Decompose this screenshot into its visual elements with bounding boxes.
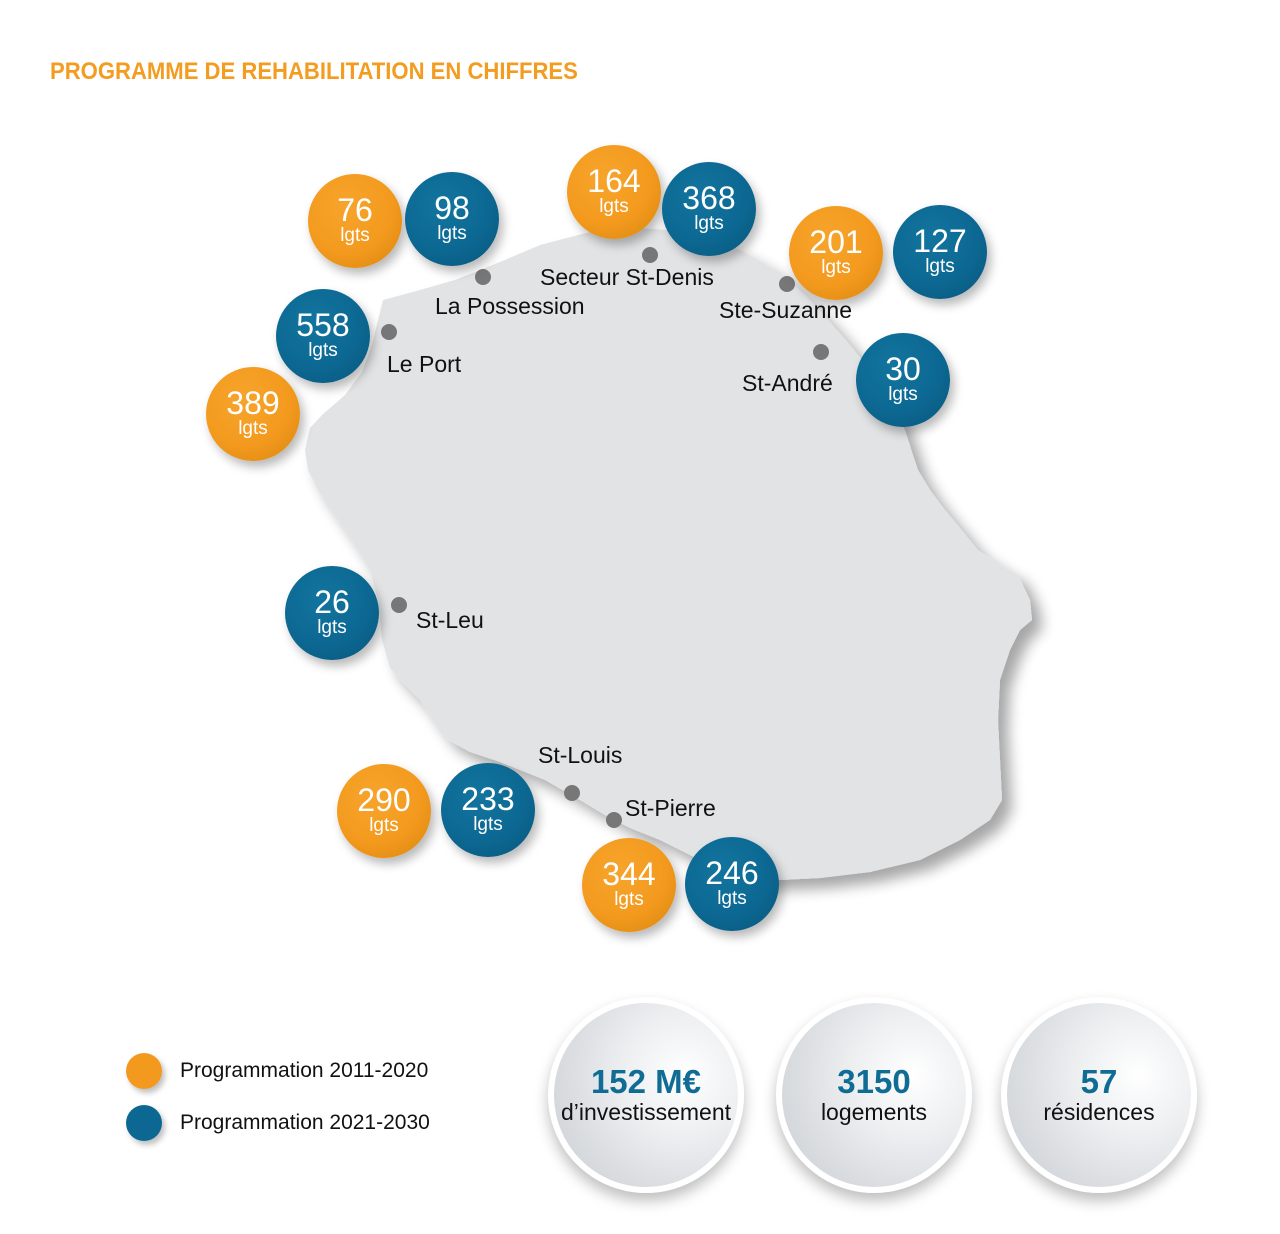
location-dot-ste-suzanne[interactable] <box>779 276 795 292</box>
bubble-value: 98 <box>434 190 470 226</box>
bubble-unit: lgts <box>308 340 338 361</box>
bubble-value: 344 <box>602 856 656 892</box>
bubble-unit: lgts <box>694 213 724 234</box>
bubble-value: 201 <box>809 224 863 260</box>
legend-item-2021-2030: Programmation 2021-2030 <box>126 1105 430 1141</box>
bubble-unit: lgts <box>614 889 644 910</box>
location-dot-st-denis[interactable] <box>642 247 658 263</box>
place-label-le-port: Le Port <box>387 351 462 377</box>
bubble-le-port-2021-2030[interactable]: 558 lgts <box>276 289 370 383</box>
bubble-unit: lgts <box>925 256 955 277</box>
bubble-value: 30 <box>885 351 921 387</box>
stat-investment: 152 M€ d’investissement <box>548 997 744 1193</box>
bubble-value: 290 <box>357 782 411 818</box>
stat-label: logements <box>820 1099 928 1125</box>
place-label-st-andre: St-André <box>742 370 833 396</box>
bubble-value: 368 <box>682 180 736 216</box>
orange-circle-icon <box>126 1053 162 1089</box>
stat-residences: 57 résidences <box>1001 997 1197 1193</box>
place-label-st-pierre: St-Pierre <box>625 795 716 821</box>
bubble-st-pierre-2011-2020[interactable]: 344 lgts <box>582 838 676 932</box>
place-label-la-possession: La Possession <box>435 293 585 319</box>
stat-label: résidences <box>1043 1099 1155 1125</box>
bubble-value: 127 <box>913 223 967 259</box>
bubble-st-denis-2011-2020[interactable]: 164 lgts <box>567 145 661 239</box>
place-label-ste-suzanne: Ste-Suzanne <box>719 297 852 323</box>
page-title: PROGRAMME DE REHABILITATION EN CHIFFRES <box>50 58 578 85</box>
bubble-value: 233 <box>461 781 515 817</box>
bubble-value: 389 <box>226 385 280 421</box>
bubble-unit: lgts <box>340 225 370 246</box>
location-dot-le-port[interactable] <box>381 324 397 340</box>
bubble-value: 164 <box>587 163 641 199</box>
bubble-unit: lgts <box>821 257 851 278</box>
bubble-value: 76 <box>337 192 373 228</box>
bubble-value: 558 <box>296 307 350 343</box>
stat-value: 57 <box>1080 1063 1118 1100</box>
blue-circle-icon <box>126 1105 162 1141</box>
location-dot-st-andre[interactable] <box>813 344 829 360</box>
bubble-st-pierre-2021-2030[interactable]: 246 lgts <box>685 837 779 931</box>
location-dot-la-possession[interactable] <box>475 269 491 285</box>
location-dot-st-leu[interactable] <box>391 597 407 613</box>
stat-label: d’investissement <box>560 1099 732 1125</box>
bubble-la-possession-2011-2020[interactable]: 76 lgts <box>308 174 402 268</box>
place-label-st-louis: St-Louis <box>538 742 623 768</box>
bubble-unit: lgts <box>717 888 747 909</box>
legend-item-2011-2020: Programmation 2011-2020 <box>126 1053 428 1089</box>
reunion-island-map <box>305 228 1032 880</box>
bubble-st-denis-2021-2030[interactable]: 368 lgts <box>662 162 756 256</box>
bubble-st-andre-2021-2030[interactable]: 30 lgts <box>856 333 950 427</box>
location-dot-st-pierre[interactable] <box>606 812 622 828</box>
bubble-unit: lgts <box>317 617 347 638</box>
stat-value: 152 M€ <box>590 1063 702 1100</box>
bubble-st-louis-2011-2020[interactable]: 290 lgts <box>337 764 431 858</box>
bubble-st-louis-2021-2030[interactable]: 233 lgts <box>441 763 535 857</box>
legend-label: Programmation 2021-2030 <box>180 1111 430 1134</box>
bubble-unit: lgts <box>369 815 399 836</box>
stat-value: 3150 <box>837 1063 911 1100</box>
bubble-le-port-2011-2020[interactable]: 389 lgts <box>206 367 300 461</box>
legend-label: Programmation 2011-2020 <box>180 1059 429 1082</box>
place-label-st-denis: Secteur St-Denis <box>540 264 714 290</box>
bubble-st-leu-2021-2030[interactable]: 26 lgts <box>285 566 379 660</box>
bubble-value: 26 <box>314 584 350 620</box>
bubble-unit: lgts <box>238 418 268 439</box>
bubble-ste-suzanne-2021-2030[interactable]: 127 lgts <box>893 205 987 299</box>
bubble-unit: lgts <box>473 814 503 835</box>
bubble-unit: lgts <box>888 384 918 405</box>
stat-housing: 3150 logements <box>776 997 972 1193</box>
bubble-value: 246 <box>705 855 759 891</box>
bubble-unit: lgts <box>599 196 629 217</box>
place-label-st-leu: St-Leu <box>416 607 484 633</box>
location-dot-st-louis[interactable] <box>564 785 580 801</box>
bubble-unit: lgts <box>437 223 467 244</box>
bubble-la-possession-2021-2030[interactable]: 98 lgts <box>405 172 499 266</box>
bubble-ste-suzanne-2011-2020[interactable]: 201 lgts <box>789 206 883 300</box>
